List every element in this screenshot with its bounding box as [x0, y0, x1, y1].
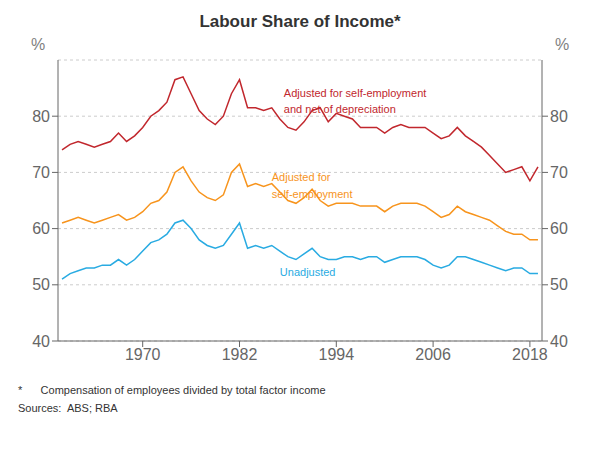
svg-text:1994: 1994	[319, 346, 355, 363]
html-text:* Compensation of employees di: * Compensation of employees divided by t…	[18, 384, 326, 396]
svg-text:1970: 1970	[125, 346, 161, 363]
svg-text:Adjusted for self-employment: Adjusted for self-employment	[284, 87, 426, 99]
svg-text:2018: 2018	[512, 346, 548, 363]
svg-text:%: %	[555, 36, 569, 53]
svg-text:40: 40	[550, 333, 568, 350]
svg-text:70: 70	[550, 164, 568, 181]
svg-text:self-employment: self-employment	[272, 188, 353, 200]
html-text:Labour Share of Income*: Labour Share of Income*	[199, 12, 401, 31]
svg-text:Adjusted for: Adjusted for	[272, 171, 331, 183]
svg-text:%: %	[31, 36, 45, 53]
svg-text:40: 40	[32, 333, 50, 350]
svg-text:80: 80	[550, 108, 568, 125]
svg-text:70: 70	[32, 164, 50, 181]
svg-text:2006: 2006	[415, 346, 451, 363]
svg-text:50: 50	[550, 276, 568, 293]
html-text:Sources: ABS; RBA: Sources: ABS; RBA	[18, 402, 118, 414]
svg-text:50: 50	[32, 276, 50, 293]
svg-text:60: 60	[32, 220, 50, 237]
svg-text:1982: 1982	[222, 346, 258, 363]
svg-text:60: 60	[550, 220, 568, 237]
svg-text:80: 80	[32, 108, 50, 125]
svg-text:and net of depreciation: and net of depreciation	[284, 103, 396, 115]
svg-text:Unadjusted: Unadjusted	[280, 266, 336, 278]
